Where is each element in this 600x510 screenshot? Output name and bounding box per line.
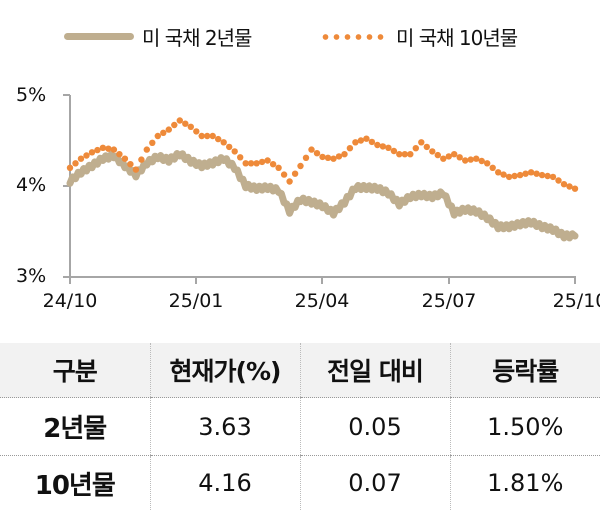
x-tick-label-2504: 25/04 — [295, 290, 350, 312]
row-price: 3.63 — [150, 398, 300, 456]
legend-swatch-10y — [320, 34, 386, 40]
row-change: 0.05 — [300, 398, 450, 456]
row-label: 10년물 — [0, 456, 150, 510]
x-tick-label-2510: 25/10 — [553, 290, 600, 312]
row-rate: 1.50% — [450, 398, 600, 456]
row-change: 0.07 — [300, 456, 450, 510]
chart-legend: 미 국채 2년물 미 국채 10년물 — [0, 22, 600, 52]
header-category: 구분 — [0, 343, 150, 398]
legend-item-10y: 미 국채 10년물 — [320, 22, 517, 51]
x-tick-label-2501: 25/01 — [169, 290, 224, 312]
legend-label-10y: 미 국채 10년물 — [396, 22, 517, 51]
row-price: 4.16 — [150, 456, 300, 510]
yield-chart — [0, 60, 600, 290]
series-2y-line — [70, 154, 575, 238]
yield-table: 구분 현재가(%) 전일 대비 등락률 2년물 3.63 0.05 1.50% … — [0, 343, 600, 510]
header-change: 전일 대비 — [300, 343, 450, 398]
legend-item-2y: 미 국채 2년물 — [64, 22, 251, 51]
x-axis — [70, 277, 576, 284]
header-rate: 등락률 — [450, 343, 600, 398]
series-10y-dots — [67, 117, 578, 192]
y-tick-label-3: 3% — [16, 265, 46, 287]
y-tick-label-4: 4% — [16, 174, 46, 196]
table-row: 2년물 3.63 0.05 1.50% — [0, 398, 600, 456]
legend-swatch-2y — [64, 33, 134, 40]
x-tick-label-2410: 24/10 — [43, 290, 98, 312]
header-price: 현재가(%) — [150, 343, 300, 398]
table-row: 10년물 4.16 0.07 1.81% — [0, 456, 600, 510]
row-rate: 1.81% — [450, 456, 600, 510]
table-header-row: 구분 현재가(%) 전일 대비 등락률 — [0, 343, 600, 398]
legend-label-2y: 미 국채 2년물 — [142, 22, 251, 51]
x-tick-label-2507: 25/07 — [422, 290, 477, 312]
y-tick-label-5: 5% — [16, 84, 46, 106]
row-label: 2년물 — [0, 398, 150, 456]
